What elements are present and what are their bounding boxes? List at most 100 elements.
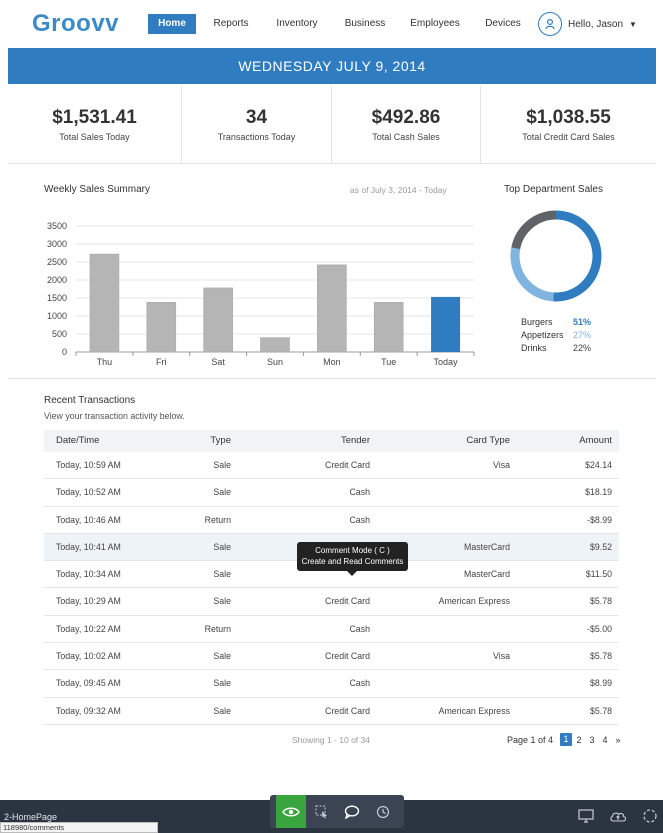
- y-tick-label: 1000: [47, 311, 67, 321]
- col-datetime[interactable]: Date/Time: [56, 435, 100, 446]
- logo[interactable]: Groovv: [32, 10, 120, 37]
- monitor-icon[interactable]: [576, 806, 596, 826]
- select-icon[interactable]: [307, 795, 337, 828]
- weekly-title: Weekly Sales Summary: [44, 184, 150, 195]
- department-title: Top Department Sales: [504, 184, 603, 195]
- page-4[interactable]: 4: [602, 734, 608, 745]
- eye-icon[interactable]: [276, 795, 306, 828]
- tooltip-line-2: Create and Read Comments: [301, 557, 404, 566]
- table-row[interactable]: Today, 10:52 AM Sale Cash $18.19: [44, 479, 619, 507]
- col-type[interactable]: Type: [210, 435, 231, 446]
- cell-datetime: Today, 10:52 AM: [56, 487, 121, 498]
- stat-value: $1,038.55: [526, 107, 611, 128]
- nav-home[interactable]: Home: [148, 14, 196, 34]
- stat-value: $492.86: [371, 107, 441, 128]
- table-body: Today, 10:59 AM Sale Credit Card Visa $24.14…: [44, 452, 619, 725]
- bar-thu: [89, 253, 120, 353]
- legend-name: Drinks: [521, 343, 547, 353]
- table-row[interactable]: Today, 09:45 AM Sale Cash $8.99: [44, 670, 619, 698]
- cell-amount: -$8.99: [587, 514, 612, 525]
- page-1[interactable]: 1: [560, 733, 573, 746]
- legend-row-appetizers: Appetizers 27%: [521, 329, 591, 342]
- cell-datetime: Today, 10:02 AM: [56, 651, 121, 662]
- cell-card-type: [370, 616, 510, 642]
- user-menu[interactable]: Hello, Jason ▼: [538, 11, 637, 37]
- circle-icon[interactable]: [640, 806, 660, 826]
- cell-tender: Cash: [349, 487, 370, 498]
- x-tick-label: Today: [434, 357, 459, 367]
- bar-fri: [146, 302, 177, 353]
- page-2[interactable]: 2: [576, 734, 582, 745]
- nav-employees[interactable]: Employees: [410, 18, 460, 29]
- table-row[interactable]: Today, 09:32 AM Sale Credit Card American E…: [44, 698, 619, 725]
- stat-label: Total Sales Today: [59, 132, 130, 142]
- bar-mon: [317, 264, 347, 353]
- x-tick-label: Sat: [211, 357, 225, 367]
- table-row[interactable]: Today, 10:02 AM Sale Credit Card Visa $5.78: [44, 643, 619, 671]
- legend-pct: 27%: [573, 330, 592, 340]
- cell-datetime: Today, 09:45 AM: [56, 678, 121, 689]
- nav-inventory[interactable]: Inventory: [276, 18, 318, 29]
- stat-value: 34: [245, 107, 268, 128]
- weekly-sales-chart: 0 500 1000 1500 2000 2500 3000 3500 Thu Fri Sat Sun…: [47, 221, 475, 367]
- page-name[interactable]: 2-HomePage: [4, 812, 58, 822]
- table-row[interactable]: Today, 10:59 AM Sale Credit Card Visa $24.14: [44, 452, 619, 480]
- page-3[interactable]: 3: [589, 734, 595, 745]
- col-tender[interactable]: Tender: [340, 435, 370, 446]
- caret-down-icon: ▼: [629, 19, 637, 29]
- cell-datetime: Today, 10:34 AM: [56, 569, 121, 580]
- bar-today: [431, 296, 461, 352]
- cloud-upload-icon[interactable]: [608, 806, 628, 826]
- cell-datetime: Today, 10:41 AM: [56, 541, 121, 552]
- nav-business[interactable]: Business: [344, 18, 386, 29]
- stat-credit-sales: $1,038.55 Total Credit Card Sales: [481, 86, 656, 164]
- stat-label: Total Credit Card Sales: [522, 132, 615, 142]
- table-row[interactable]: Today, 10:22 AM Return Cash -$5.00: [44, 616, 619, 644]
- cell-card-type: American Express: [438, 596, 510, 607]
- cell-amount: $5.78: [589, 705, 612, 716]
- legend-pct: 22%: [573, 343, 592, 353]
- comment-icon[interactable]: [337, 795, 367, 828]
- cell-datetime: Today, 10:59 AM: [56, 460, 121, 470]
- col-amount[interactable]: Amount: [579, 435, 612, 446]
- nav-reports[interactable]: Reports: [213, 18, 249, 29]
- col-card-type[interactable]: Card Type: [466, 435, 510, 446]
- cell-type: Sale: [213, 705, 231, 716]
- cell-card-type: MasterCard: [464, 569, 510, 580]
- history-icon[interactable]: [368, 795, 398, 828]
- department-legend: Burgers 51% Appetizers 27% Drinks 22%: [521, 316, 591, 355]
- next-page-button[interactable]: »: [615, 734, 621, 745]
- cell-card-type: [370, 479, 510, 505]
- user-greeting: Hello, Jason: [568, 18, 624, 30]
- y-tick-label: 500: [52, 329, 67, 339]
- table-row[interactable]: Today, 10:46 AM Return Cash -$8.99: [44, 507, 619, 534]
- y-tick-label: 3500: [47, 221, 67, 231]
- table-row[interactable]: Today, 10:34 AM Sale MasterCard $11.50: [44, 561, 619, 589]
- cell-datetime: Today, 10:29 AM: [56, 596, 121, 607]
- legend-pct: 51%: [573, 317, 592, 327]
- cell-card-type: [370, 670, 510, 696]
- y-tick-label: 3000: [47, 239, 67, 249]
- cell-tender: Credit Card: [325, 705, 370, 716]
- comment-mode-tooltip: Comment Mode ( C ) Create and Read Comme…: [297, 542, 408, 571]
- cell-card-type: American Express: [438, 705, 510, 716]
- cell-amount: $9.52: [589, 541, 612, 552]
- table-row[interactable]: Today, 10:29 AM Sale Credit Card American E…: [44, 588, 619, 616]
- status-url: 118980/comments: [0, 822, 158, 833]
- bar-tue: [373, 302, 404, 353]
- transactions-title: Recent Transactions: [44, 395, 136, 406]
- y-tick-label: 1500: [47, 293, 67, 303]
- nav-devices[interactable]: Devices: [485, 18, 521, 29]
- bar-sun: [260, 337, 290, 353]
- slice-appetizers: [510, 247, 554, 302]
- stat-label: Total Cash Sales: [372, 132, 440, 142]
- cell-amount: $18.19: [585, 487, 612, 498]
- cell-card-type: Visa: [493, 460, 510, 470]
- cell-tender: Credit Card: [325, 651, 370, 662]
- cell-card-type: MasterCard: [464, 541, 510, 552]
- tooltip-arrow: [347, 571, 357, 576]
- showing-count: Showing 1 - 10 of 34: [292, 735, 370, 745]
- x-tick-label: Sun: [267, 357, 283, 367]
- transactions-subtitle: View your transaction activity below.: [44, 411, 185, 421]
- cell-amount: -$5.00: [587, 623, 612, 634]
